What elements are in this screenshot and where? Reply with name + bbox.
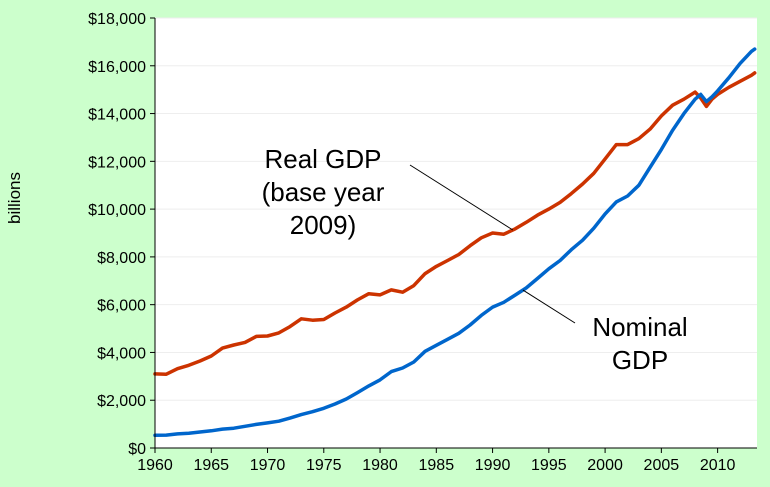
- annotation-leader-nominal: [522, 289, 576, 324]
- x-tick-label: 1965: [193, 457, 229, 474]
- x-tick-label: 1975: [306, 457, 342, 474]
- y-tick-label: $2,000: [97, 393, 146, 410]
- y-tick-label: $6,000: [97, 298, 146, 315]
- x-tick-label: 2010: [700, 457, 736, 474]
- x-tick-label: 1960: [137, 457, 173, 474]
- series-lines: [153, 47, 757, 438]
- annotation-real: (base year: [262, 177, 385, 207]
- y-axis-label: billions: [5, 172, 24, 224]
- x-tick-label: 2005: [644, 457, 680, 474]
- y-tick-label: $18,000: [88, 11, 146, 28]
- x-tick-label: 1970: [250, 457, 286, 474]
- x-tick-label: 2000: [587, 457, 623, 474]
- annotation-leader-real: [409, 164, 514, 231]
- y-tick-label: $0: [128, 441, 146, 458]
- series-line-real: [153, 71, 757, 376]
- y-tick-label: $14,000: [88, 107, 146, 124]
- y-tick-label: $4,000: [97, 345, 146, 362]
- y-tick-label: $16,000: [88, 59, 146, 76]
- y-tick-label: $10,000: [88, 202, 146, 219]
- series-line-nominal: [153, 47, 757, 438]
- y-tick-labels: $0 $2,000 $4,000 $6,000 $8,000 $10,000 $12,000…: [88, 11, 155, 458]
- x-tick-label: 1990: [475, 457, 511, 474]
- x-tick-label: 1995: [531, 457, 567, 474]
- gridlines: [155, 17, 757, 401]
- x-tick-labels: 1960 1965 1970 1975 1980 1985 1990 1995 2000 2005…: [137, 448, 736, 474]
- annotation-nominal: Nominal: [592, 312, 687, 342]
- x-tick-label: 1985: [419, 457, 455, 474]
- x-tick-label: 1980: [362, 457, 398, 474]
- y-tick-label: $8,000: [97, 250, 146, 267]
- annotation-real: 2009): [290, 210, 357, 240]
- y-tick-label: $12,000: [88, 154, 146, 171]
- annotation-real: Real GDP: [264, 144, 381, 174]
- annotation-nominal: GDP: [612, 345, 668, 375]
- plot-area: [155, 18, 757, 448]
